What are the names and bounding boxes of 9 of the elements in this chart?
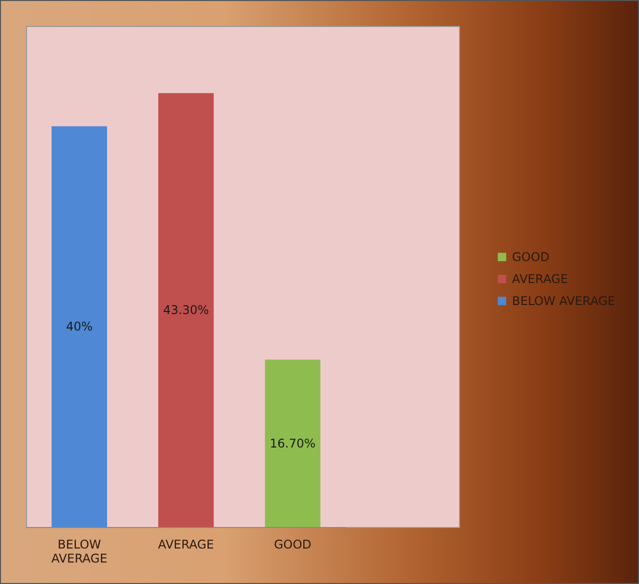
legend-label: AVERAGE <box>512 272 568 286</box>
data-label: 16.70% <box>270 436 316 450</box>
legend-label: GOOD <box>512 250 550 264</box>
legend-label: BELOW AVERAGE <box>512 294 616 308</box>
data-label: 40% <box>66 320 93 334</box>
x-tick-label: AVERAGE <box>158 538 214 552</box>
x-tick-label: GOOD <box>274 538 312 552</box>
data-label: 43.30% <box>163 303 209 318</box>
x-tick-label: BELOW AVERAGE <box>51 538 108 566</box>
